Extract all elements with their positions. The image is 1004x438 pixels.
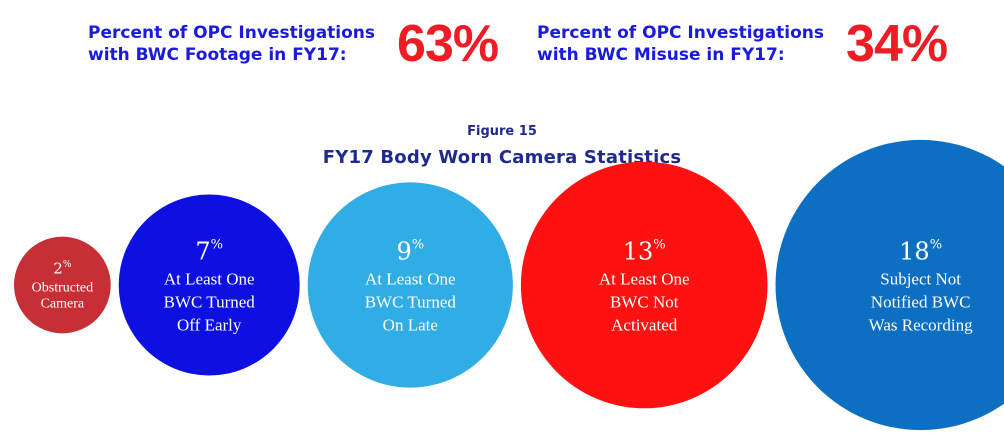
bubble-label-2-0: At Least One [365,270,456,289]
footage-stat-value: 63% [397,15,499,73]
figure-number: Figure 15 [467,124,537,139]
bubble-label-3-1: BWC Not [610,293,679,312]
bubble-value-4: 18% [899,238,942,266]
bubble-label-1-1: BWC Turned [164,293,256,312]
figure-title: FY17 Body Worn Camera Statistics [322,147,682,168]
misuse-stat-label: Percent of OPC Investigations with BWC M… [537,22,824,66]
bubble-value-1: 7% [195,238,223,266]
bubble-label-4-2: Was Recording [869,316,973,335]
misuse-stat-label-line-2: with BWC Misuse in FY17: [537,45,785,65]
misuse-stat-value: 34% [846,15,948,73]
bubble-circle-1 [118,194,300,376]
bubble-label-4-1: Notified BWC [871,293,971,312]
bubble-circle-3 [520,161,768,409]
bubble-label-4-0: Subject Not [880,270,961,289]
bubble-2: 9% At Least One BWC Turned On Late [307,182,513,388]
bubble-value-2: 9% [396,238,424,266]
footage-stat: Percent of OPC Investigations with BWC F… [88,15,499,73]
bubble-value-0: 2% [53,260,72,278]
bubble-value-3: 13% [623,238,666,266]
footage-stat-label-line-1: Percent of OPC Investigations [88,23,376,43]
misuse-stat: Percent of OPC Investigations with BWC M… [537,15,948,73]
bubble-3: 13% At Least One BWC Not Activated [520,161,768,409]
bubble-label-3-0: At Least One [599,270,690,289]
misuse-stat-label-line-1: Percent of OPC Investigations [537,23,825,43]
bubble-label-2-1: BWC Turned [365,293,457,312]
bubble-label-0-1: Camera [41,297,85,312]
bubble-circle-4 [775,139,1004,431]
bubble-4: 18% Subject Not Notified BWC Was Recording [775,139,1004,431]
bubble-label-0-0: Obstructed [32,281,93,296]
footage-stat-label: Percent of OPC Investigations with BWC F… [88,22,375,66]
footage-stat-label-line-2: with BWC Footage in FY17: [88,45,347,65]
bubble-circle-0 [14,236,111,334]
bubble-1: 7% At Least One BWC Turned Off Early [118,194,300,376]
bubble-label-1-0: At Least One [164,270,255,289]
bubble-label-3-2: Activated [611,316,678,335]
bubble-label-2-2: On Late [383,316,438,335]
bubble-label-1-2: Off Early [177,316,242,335]
bubble-circle-2 [307,182,513,388]
